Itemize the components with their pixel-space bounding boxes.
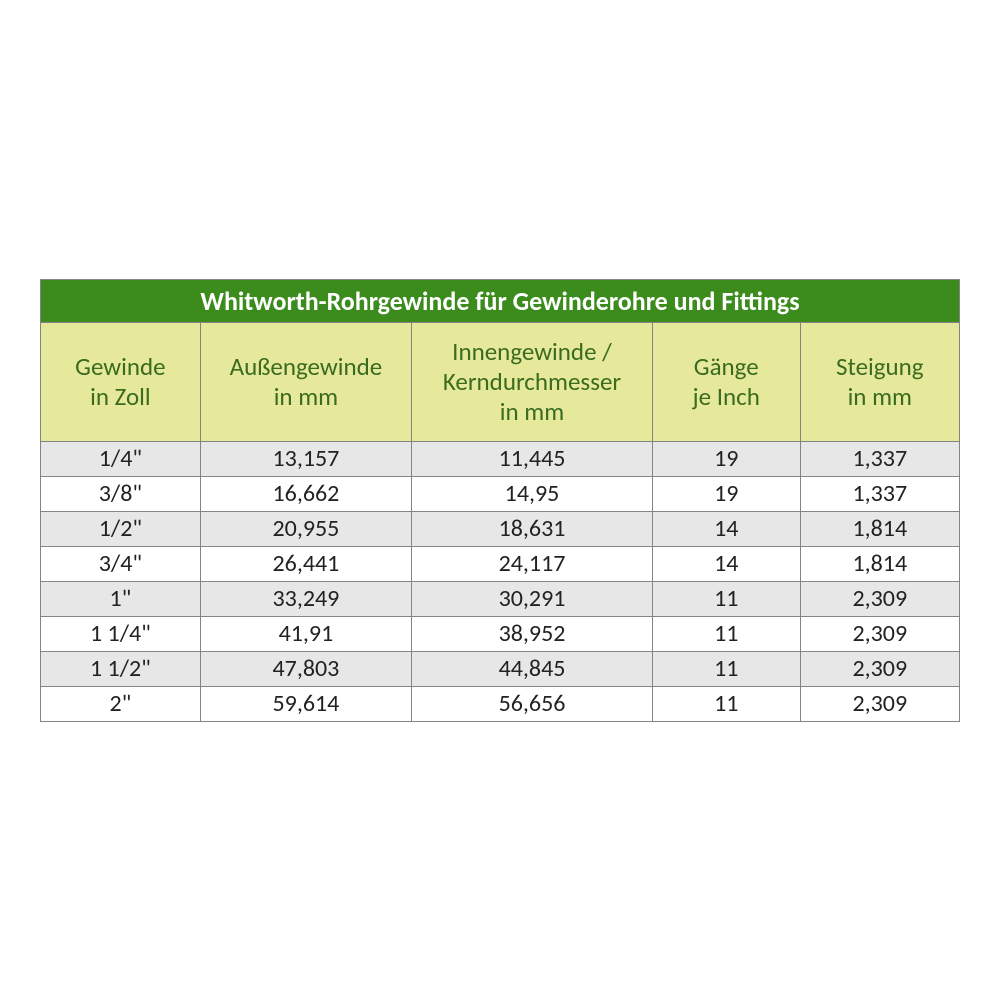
table-title-row: Whitworth-Rohrgewinde für Gewinderohre u… xyxy=(41,279,960,322)
table-row: 3/8" 16,662 14,95 19 1,337 xyxy=(41,476,960,511)
cell: 20,955 xyxy=(200,511,411,546)
cell: 30,291 xyxy=(412,581,653,616)
cell: 56,656 xyxy=(412,686,653,721)
cell: 2,309 xyxy=(800,581,959,616)
cell: 11 xyxy=(652,651,800,686)
table-row: 1/2" 20,955 18,631 14 1,814 xyxy=(41,511,960,546)
cell: 1/4" xyxy=(41,441,201,476)
table-title: Whitworth-Rohrgewinde für Gewinderohre u… xyxy=(41,279,960,322)
table-body: 1/4" 13,157 11,445 19 1,337 3/8" 16,662 … xyxy=(41,441,960,721)
cell: 26,441 xyxy=(200,546,411,581)
table-row: 1 1/2" 47,803 44,845 11 2,309 xyxy=(41,651,960,686)
cell: 2,309 xyxy=(800,686,959,721)
table-row: 1 1/4" 41,91 38,952 11 2,309 xyxy=(41,616,960,651)
cell: 1 1/2" xyxy=(41,651,201,686)
cell: 11 xyxy=(652,581,800,616)
cell: 1,814 xyxy=(800,511,959,546)
col-header-steigung: Steigungin mm xyxy=(800,322,959,441)
cell: 1,337 xyxy=(800,476,959,511)
col-header-aussen: Außengewindein mm xyxy=(200,322,411,441)
col-header-gewinde: Gewindein Zoll xyxy=(41,322,201,441)
cell: 1 1/4" xyxy=(41,616,201,651)
cell: 16,662 xyxy=(200,476,411,511)
cell: 11,445 xyxy=(412,441,653,476)
cell: 13,157 xyxy=(200,441,411,476)
cell: 24,117 xyxy=(412,546,653,581)
cell: 19 xyxy=(652,441,800,476)
cell: 2" xyxy=(41,686,201,721)
table-row: 1" 33,249 30,291 11 2,309 xyxy=(41,581,960,616)
cell: 33,249 xyxy=(200,581,411,616)
col-header-innen: Innengewinde /Kerndurchmesserin mm xyxy=(412,322,653,441)
cell: 2,309 xyxy=(800,651,959,686)
col-header-gaenge: Gängeje Inch xyxy=(652,322,800,441)
cell: 38,952 xyxy=(412,616,653,651)
cell: 3/4" xyxy=(41,546,201,581)
page: Whitworth-Rohrgewinde für Gewinderohre u… xyxy=(0,0,1000,1000)
cell: 1,814 xyxy=(800,546,959,581)
cell: 1/2" xyxy=(41,511,201,546)
cell: 14,95 xyxy=(412,476,653,511)
cell: 47,803 xyxy=(200,651,411,686)
cell: 59,614 xyxy=(200,686,411,721)
cell: 1" xyxy=(41,581,201,616)
table-row: 3/4" 26,441 24,117 14 1,814 xyxy=(41,546,960,581)
table-header-row: Gewindein Zoll Außengewindein mm Innenge… xyxy=(41,322,960,441)
cell: 18,631 xyxy=(412,511,653,546)
whitworth-table: Whitworth-Rohrgewinde für Gewinderohre u… xyxy=(40,279,960,722)
cell: 14 xyxy=(652,546,800,581)
cell: 19 xyxy=(652,476,800,511)
cell: 14 xyxy=(652,511,800,546)
cell: 41,91 xyxy=(200,616,411,651)
table-row: 2" 59,614 56,656 11 2,309 xyxy=(41,686,960,721)
cell: 44,845 xyxy=(412,651,653,686)
cell: 1,337 xyxy=(800,441,959,476)
table-row: 1/4" 13,157 11,445 19 1,337 xyxy=(41,441,960,476)
cell: 3/8" xyxy=(41,476,201,511)
cell: 2,309 xyxy=(800,616,959,651)
cell: 11 xyxy=(652,686,800,721)
cell: 11 xyxy=(652,616,800,651)
